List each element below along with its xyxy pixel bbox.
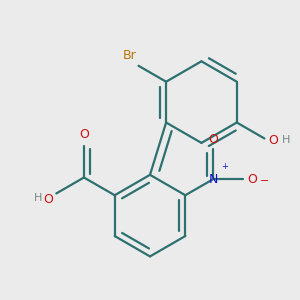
Text: O: O	[208, 133, 218, 146]
Text: O: O	[44, 193, 53, 206]
Text: N: N	[208, 173, 218, 186]
Text: +: +	[221, 163, 228, 172]
Text: H: H	[281, 135, 290, 145]
Text: H: H	[34, 193, 42, 203]
Text: O: O	[248, 173, 258, 186]
Text: Br: Br	[123, 49, 137, 62]
Text: O: O	[79, 128, 89, 141]
Text: O: O	[268, 134, 278, 147]
Text: −: −	[260, 176, 269, 186]
